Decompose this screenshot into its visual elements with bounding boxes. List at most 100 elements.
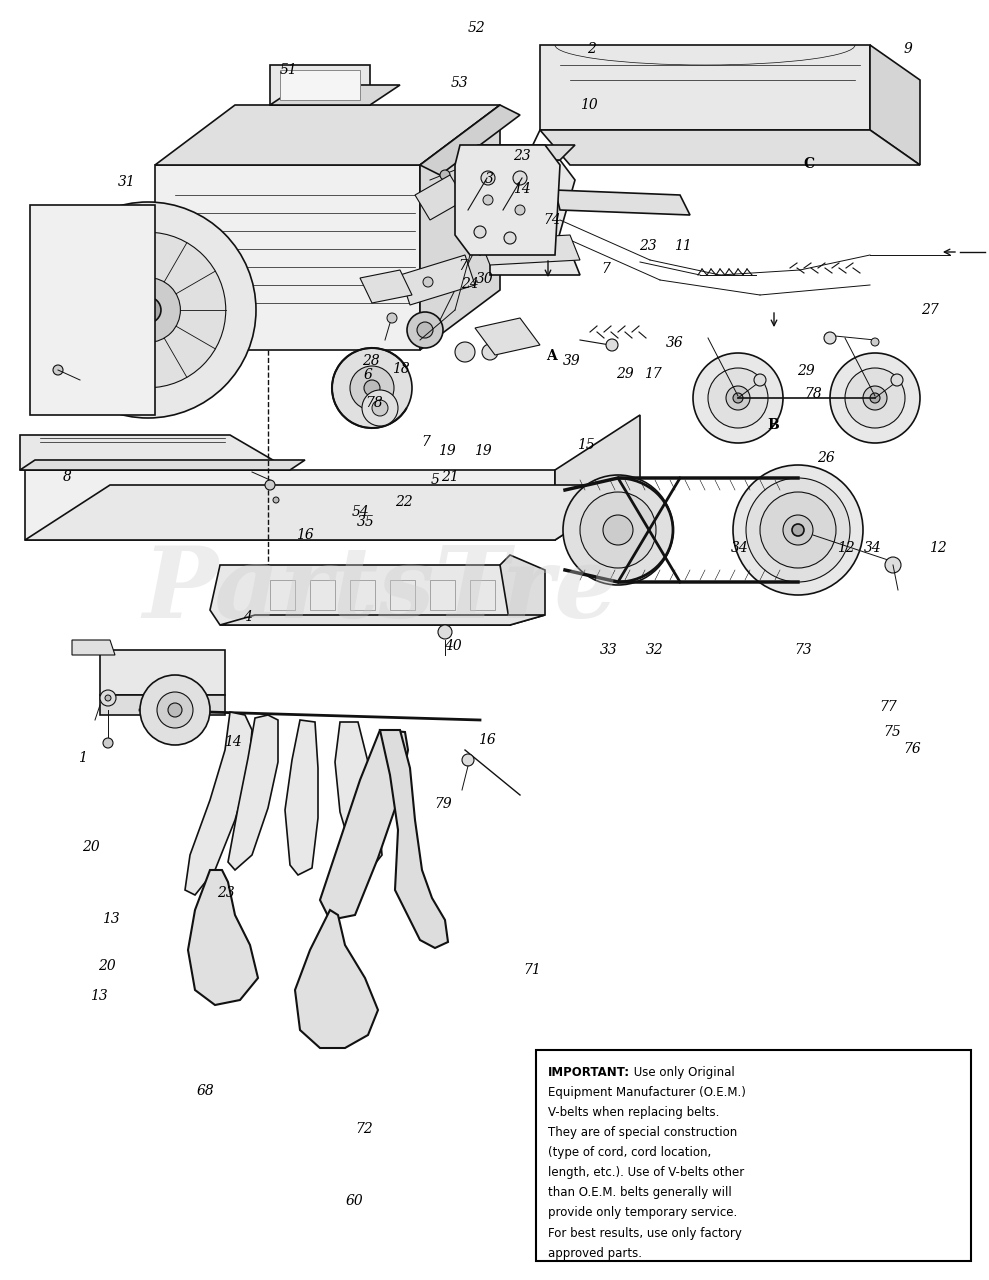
Polygon shape bbox=[285, 719, 318, 876]
Text: 39: 39 bbox=[563, 355, 581, 367]
Text: 7: 7 bbox=[601, 262, 609, 275]
Text: 77: 77 bbox=[879, 700, 897, 713]
Polygon shape bbox=[320, 730, 408, 920]
Polygon shape bbox=[540, 45, 870, 131]
Text: 51: 51 bbox=[280, 64, 298, 77]
Text: For best results, use only factory: For best results, use only factory bbox=[548, 1226, 742, 1239]
Text: C: C bbox=[803, 157, 815, 170]
Text: 31: 31 bbox=[118, 175, 135, 188]
Text: 1: 1 bbox=[78, 751, 86, 764]
Circle shape bbox=[708, 369, 768, 428]
Circle shape bbox=[423, 276, 433, 287]
Text: They are of special construction: They are of special construction bbox=[548, 1126, 737, 1139]
Polygon shape bbox=[420, 105, 520, 175]
Text: 24: 24 bbox=[461, 278, 479, 291]
Circle shape bbox=[364, 380, 380, 396]
Text: than O.E.M. belts generally will: than O.E.M. belts generally will bbox=[548, 1187, 732, 1199]
Polygon shape bbox=[72, 640, 115, 655]
Polygon shape bbox=[490, 250, 580, 275]
Polygon shape bbox=[380, 730, 448, 948]
Circle shape bbox=[824, 332, 836, 344]
Text: 17: 17 bbox=[644, 367, 662, 380]
Circle shape bbox=[105, 695, 111, 701]
Circle shape bbox=[792, 524, 804, 536]
Circle shape bbox=[863, 387, 887, 410]
Text: 16: 16 bbox=[478, 733, 495, 746]
Circle shape bbox=[438, 625, 452, 639]
Text: 32: 32 bbox=[646, 644, 664, 657]
Polygon shape bbox=[100, 650, 225, 695]
Polygon shape bbox=[155, 165, 420, 349]
Text: 19: 19 bbox=[474, 444, 492, 457]
Text: 26: 26 bbox=[817, 452, 835, 465]
Text: 35: 35 bbox=[357, 516, 375, 529]
Text: 12: 12 bbox=[837, 541, 854, 554]
Circle shape bbox=[845, 369, 905, 428]
Text: 22: 22 bbox=[395, 495, 412, 508]
Text: 4: 4 bbox=[243, 611, 251, 623]
Polygon shape bbox=[155, 105, 500, 165]
Circle shape bbox=[733, 393, 743, 403]
Circle shape bbox=[783, 515, 813, 545]
Circle shape bbox=[168, 703, 182, 717]
Text: V-belts when replacing belts.: V-belts when replacing belts. bbox=[548, 1106, 719, 1119]
Text: 9: 9 bbox=[904, 42, 912, 55]
Text: 11: 11 bbox=[674, 239, 691, 252]
Circle shape bbox=[726, 387, 750, 410]
Text: 79: 79 bbox=[434, 797, 452, 810]
Text: 23: 23 bbox=[217, 887, 234, 900]
Polygon shape bbox=[540, 131, 920, 165]
Polygon shape bbox=[420, 105, 500, 349]
Circle shape bbox=[513, 172, 527, 186]
Text: 78: 78 bbox=[804, 388, 822, 401]
Text: 7: 7 bbox=[421, 435, 429, 448]
Text: A: A bbox=[547, 349, 557, 362]
Text: 29: 29 bbox=[797, 365, 815, 378]
Circle shape bbox=[407, 312, 443, 348]
Polygon shape bbox=[475, 317, 540, 355]
Polygon shape bbox=[870, 45, 920, 165]
Polygon shape bbox=[415, 175, 465, 220]
Polygon shape bbox=[555, 415, 640, 540]
Text: 16: 16 bbox=[296, 529, 314, 541]
Circle shape bbox=[350, 366, 394, 410]
Text: 13: 13 bbox=[90, 989, 108, 1002]
Circle shape bbox=[70, 232, 225, 388]
Text: 29: 29 bbox=[616, 367, 634, 380]
Text: (type of cord, cord location,: (type of cord, cord location, bbox=[548, 1146, 711, 1160]
Polygon shape bbox=[400, 255, 475, 305]
Polygon shape bbox=[188, 870, 258, 1005]
Polygon shape bbox=[480, 236, 580, 265]
Text: 28: 28 bbox=[362, 355, 380, 367]
Circle shape bbox=[455, 342, 475, 362]
Circle shape bbox=[603, 515, 633, 545]
Text: IMPORTANT:: IMPORTANT: bbox=[548, 1065, 630, 1079]
Polygon shape bbox=[460, 160, 575, 250]
Polygon shape bbox=[455, 145, 560, 255]
Circle shape bbox=[265, 480, 275, 490]
Text: 34: 34 bbox=[863, 541, 881, 554]
Circle shape bbox=[100, 690, 116, 707]
Circle shape bbox=[362, 390, 398, 426]
Text: approved parts.: approved parts. bbox=[548, 1247, 642, 1260]
Circle shape bbox=[372, 399, 388, 416]
Polygon shape bbox=[210, 564, 510, 625]
Circle shape bbox=[580, 492, 656, 568]
Circle shape bbox=[332, 348, 412, 428]
Text: 10: 10 bbox=[580, 99, 597, 111]
Text: 5: 5 bbox=[431, 474, 439, 486]
Text: 76: 76 bbox=[903, 742, 921, 755]
Text: B: B bbox=[767, 419, 779, 431]
Circle shape bbox=[606, 339, 618, 351]
Text: 73: 73 bbox=[794, 644, 812, 657]
Text: 23: 23 bbox=[513, 150, 531, 163]
Circle shape bbox=[417, 323, 433, 338]
Circle shape bbox=[885, 557, 901, 573]
Text: 20: 20 bbox=[98, 960, 116, 973]
Text: 72: 72 bbox=[355, 1123, 373, 1135]
FancyBboxPatch shape bbox=[536, 1050, 971, 1261]
Polygon shape bbox=[220, 614, 545, 625]
Circle shape bbox=[53, 365, 63, 375]
Text: 13: 13 bbox=[102, 913, 120, 925]
Circle shape bbox=[760, 492, 836, 568]
